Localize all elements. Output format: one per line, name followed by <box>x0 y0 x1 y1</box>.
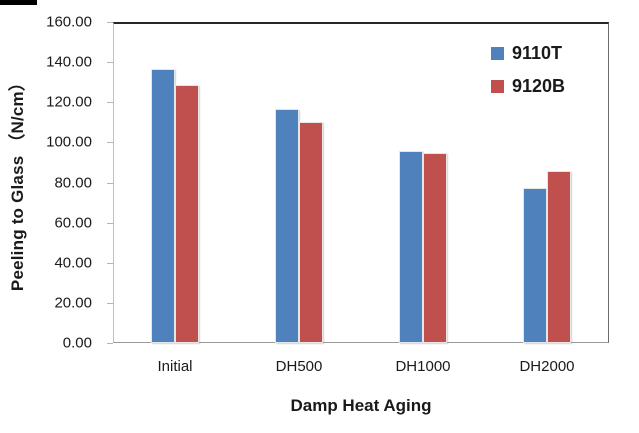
y-tick-mark <box>107 222 113 224</box>
bar-9120B <box>547 171 571 343</box>
bar-9120B <box>299 122 323 343</box>
bar-9120B <box>423 153 447 343</box>
y-tick-label: 140.00 <box>46 53 92 71</box>
y-tick-label: 40.00 <box>54 254 92 272</box>
y-tick-mark <box>107 62 113 64</box>
y-axis-title: Peeling to Glass （N/cm） <box>8 73 28 292</box>
bar-9110T <box>399 151 423 343</box>
bar-9120B <box>175 85 199 343</box>
x-axis-title: Damp Heat Aging <box>290 396 432 415</box>
y-tick-label: 80.00 <box>54 174 92 191</box>
legend-item-9110T: 9110T <box>491 43 565 64</box>
y-tick-mark <box>107 22 113 23</box>
legend-item-9120B: 9120B <box>491 76 565 97</box>
y-tick-label: 20.00 <box>54 294 92 312</box>
top-left-black-strip <box>0 0 37 5</box>
legend-swatch <box>491 47 504 60</box>
category-label: DH1000 <box>395 358 451 375</box>
y-tick-mark <box>107 343 113 344</box>
category-label: DH2000 <box>519 358 575 375</box>
bar-9110T <box>151 69 175 343</box>
legend-label: 9110T <box>512 43 563 63</box>
y-tick-label: 100.00 <box>46 133 92 151</box>
y-tick-label: 120.00 <box>46 93 92 111</box>
legend-swatch <box>491 80 504 93</box>
y-tick-label: 160.00 <box>46 13 92 31</box>
y-tick-mark <box>107 102 113 104</box>
y-tick-mark <box>107 262 113 264</box>
legend: 9110T 9120B <box>491 43 565 109</box>
y-tick-mark <box>107 142 113 144</box>
legend-label: 9120B <box>512 76 566 96</box>
y-tick-mark <box>107 182 113 184</box>
category-label: DH500 <box>275 358 323 375</box>
bar-9110T <box>275 109 299 343</box>
y-tick-label: 60.00 <box>54 214 92 232</box>
bar-9110T <box>523 187 547 343</box>
category-label: Initial <box>157 358 193 375</box>
y-tick-label: 0.00 <box>62 334 92 352</box>
y-tick-mark <box>107 302 113 304</box>
